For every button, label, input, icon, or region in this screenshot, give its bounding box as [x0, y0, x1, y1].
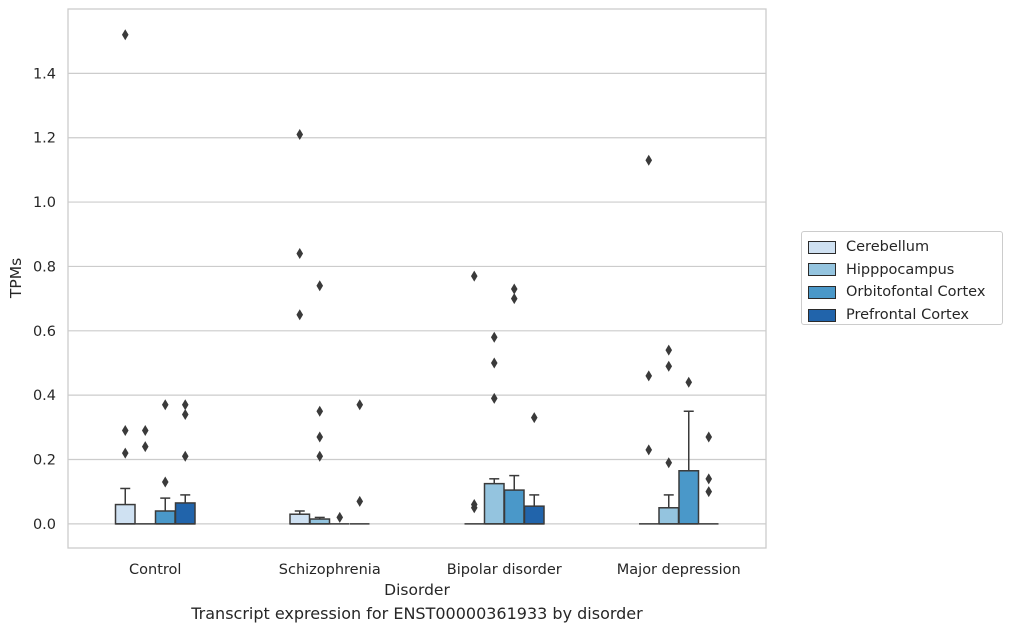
y-tick-label: 1.4 [33, 66, 56, 82]
outlier-marker [296, 248, 304, 260]
legend-label-prefrontal: Prefrontal Cortex [846, 307, 969, 324]
outlier-marker [356, 399, 364, 411]
outlier-marker [141, 441, 149, 453]
outlier-marker [356, 495, 364, 507]
outlier-marker [530, 412, 538, 424]
outlier-marker [665, 360, 673, 372]
y-tick-label: 1.2 [33, 131, 56, 147]
outlier-marker [665, 344, 673, 356]
box-body [174, 502, 196, 525]
y-tick-label: 0.2 [33, 453, 56, 469]
legend-swatch-hippocampus [808, 263, 836, 277]
outlier-marker [490, 357, 498, 369]
outlier-marker [121, 447, 129, 459]
outlier-marker [316, 280, 324, 292]
box-series [114, 410, 719, 525]
outlier-marker [161, 399, 169, 411]
legend-item-cerebellum: Cerebellum [808, 236, 1002, 259]
outlier-marker [645, 154, 653, 166]
box-3-2 [678, 410, 700, 525]
outlier-marker [316, 450, 324, 462]
outlier-marker [316, 431, 324, 443]
outlier-marker [510, 293, 518, 305]
legend-label-hippocampus: Hipppocampus [846, 261, 955, 278]
y-axis-ticks: 0.0 0.2 0.4 0.6 0.8 1.0 1.2 1.4 [33, 66, 56, 533]
plot-area-frame [67, 8, 767, 549]
outlier-marker [705, 473, 713, 485]
box-2-2 [503, 474, 525, 525]
outlier-marker [685, 376, 693, 388]
y-tick-label: 0.8 [33, 259, 56, 275]
outlier-marker [490, 331, 498, 343]
x-axis-ticks: Control Schizophrenia Bipolar disorder Majo… [129, 562, 741, 578]
y-tick-label: 0.6 [33, 324, 56, 340]
legend-label-orbitofrontal: Orbitofontal Cortex [846, 284, 986, 301]
box-1-0 [289, 510, 311, 525]
box-body [154, 510, 176, 525]
outlier-marker [181, 450, 189, 462]
outlier-marker [665, 457, 673, 469]
outlier-marker [470, 499, 478, 511]
box-0-2 [154, 497, 176, 525]
outlier-marker [141, 425, 149, 437]
x-tick-label: Bipolar disorder [447, 562, 562, 578]
outlier-marker [336, 511, 344, 523]
outlier-marker [121, 29, 129, 41]
outlier-marker [296, 128, 304, 140]
outlier-marker [705, 431, 713, 443]
outlier-marker [490, 392, 498, 404]
y-tick-label: 0.0 [33, 517, 56, 533]
outlier-marker [181, 408, 189, 420]
box-body [678, 470, 700, 525]
box-body [114, 503, 136, 525]
outlier-marker [470, 270, 478, 282]
box-body [483, 482, 505, 525]
x-tick-label: Schizophrenia [279, 562, 381, 578]
box-2-1 [483, 478, 505, 525]
legend: Cerebellum Hipppocampus Orbitofontal Cor… [801, 231, 1003, 325]
legend-item-orbitofrontal: Orbitofontal Cortex [808, 281, 1002, 304]
legend-label-cerebellum: Cerebellum [846, 239, 930, 256]
box-2-3 [523, 494, 545, 525]
x-axis-label: Disorder [384, 581, 450, 599]
box-body [523, 505, 545, 525]
legend-swatch-orbitofrontal [808, 285, 836, 299]
legend-item-hippocampus: Hipppocampus [808, 259, 1002, 282]
outlier-marker [161, 476, 169, 488]
box-1-1 [309, 516, 331, 525]
box-body [503, 489, 525, 525]
legend-item-prefrontal: Prefrontal Cortex [808, 304, 1002, 327]
y-tick-label: 1.0 [33, 195, 56, 211]
box-body [658, 507, 680, 525]
outlier-marker [181, 399, 189, 411]
box-3-1 [658, 494, 680, 525]
x-tick-label: Major depression [617, 562, 741, 578]
box-body [289, 513, 311, 525]
legend-swatch-prefrontal [808, 308, 836, 322]
outlier-marker [121, 425, 129, 437]
outlier-marker [645, 444, 653, 456]
outlier-marker [510, 283, 518, 295]
y-tick-label: 0.4 [33, 388, 56, 404]
legend-swatch-cerebellum [808, 240, 836, 254]
gridlines [68, 72, 766, 525]
outlier-marker [705, 486, 713, 498]
chart-title: Transcript expression for ENST0000036193… [191, 604, 643, 623]
outlier-marker [316, 405, 324, 417]
y-axis-label: TPMs [7, 258, 25, 299]
box-0-3 [174, 494, 196, 525]
box-0-0 [114, 487, 136, 525]
outlier-marker [645, 370, 653, 382]
outlier-marker [296, 309, 304, 321]
outlier-points [121, 29, 713, 523]
x-tick-label: Control [129, 562, 181, 578]
